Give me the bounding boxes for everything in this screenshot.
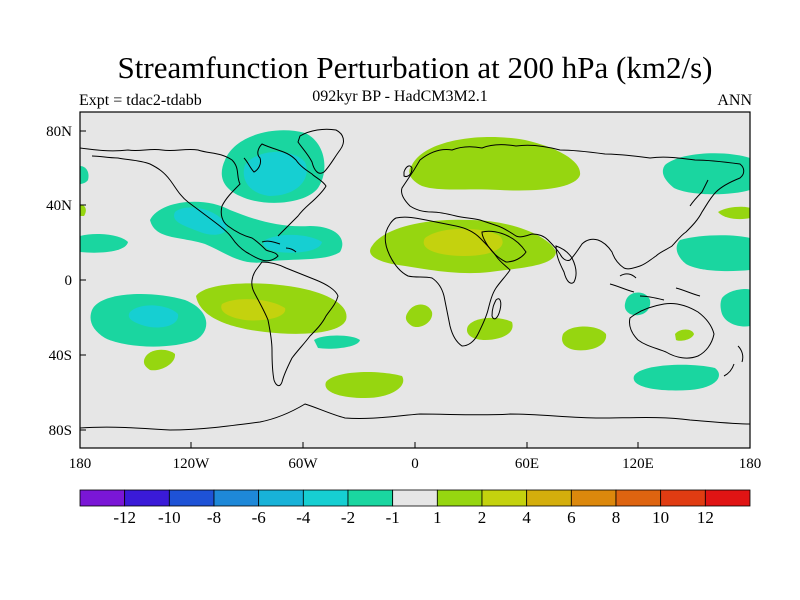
period-model-label: 092kyr BP - HadCM3M2.1 [312,88,488,105]
experiment-label: Expt = tdac2-tdabb [79,92,202,109]
contour-region [633,364,719,391]
x-label-180w: 180 [68,456,92,472]
contour-region [718,206,750,220]
x-label-120e: 120E [622,456,654,472]
colorbar-swatch [704,489,751,507]
colorbar-swatch [526,489,572,507]
colorbar-swatch [168,489,215,507]
coastline-madagascar [491,298,502,320]
colorbar-swatch [258,489,304,507]
colorbar-swatch [213,489,260,507]
colorbar-label: 8 [611,508,621,527]
contour-region [423,228,503,256]
contour-region [562,326,607,351]
coastline-eurasia [401,144,745,270]
colorbar-swatch [481,489,528,507]
x-label-60e: 60E [514,456,540,472]
x-label-120w: 120W [172,456,210,472]
colorbar-label: -6 [251,508,266,527]
colorbar [79,489,751,507]
y-label-0: 0 [64,273,73,289]
colorbar-swatch [347,489,394,507]
coastline-antarctica [80,403,750,431]
colorbar-label: -1 [385,508,400,527]
x-label-60w: 60W [288,456,318,472]
coastline-indonesia [609,273,701,301]
contour-region [314,335,360,349]
contour-region [128,305,179,328]
y-label-80s: 80S [48,423,72,439]
colorbar-label: 12 [696,508,714,527]
coastline-new-zealand [723,345,744,377]
colorbar-swatch [660,489,706,507]
coastline-india [555,245,577,284]
colorbar-label: -12 [113,508,136,527]
coastline-south-america [251,261,339,387]
colorbar-label: -10 [157,508,181,527]
colorbar-swatch [302,489,349,507]
y-label-80n: 80N [46,124,72,140]
plot-title: Streamfunction Perturbation at 200 hPa (… [117,50,713,85]
colorbar-label: -8 [206,508,222,527]
contour-region [80,166,89,184]
coastlines [80,128,750,431]
coastline-arabia [481,230,527,263]
coastline-caribbean [261,240,297,253]
contour-region [221,299,286,321]
colorbar-label: -4 [296,508,311,527]
season-label: ANN [717,92,752,109]
contour-region [80,234,128,253]
colorbar-swatch [570,489,617,507]
contour-region [174,207,227,235]
contour-region [405,304,433,328]
contour-region [675,329,694,341]
contour-region [676,235,750,272]
contour-region [263,234,322,253]
coastline-japan [689,179,709,207]
contour-region [466,317,513,340]
coastline-africa [384,216,511,347]
colorbar-swatch [124,489,170,507]
coastline-australia [629,303,715,359]
coastline-north-america [80,147,279,262]
axis-ticks [80,130,639,448]
contour-region [243,151,307,196]
colorbar-label: 2 [477,508,487,527]
contour-region [720,288,750,327]
colorbar-label: -2 [340,508,356,527]
colorbar-swatch [615,489,662,507]
y-label-40s: 40S [48,348,72,364]
coastline-uk [403,165,413,177]
x-label-0: 0 [411,456,419,472]
colorbar-label: 6 [567,508,576,527]
colorbar-swatch [392,489,438,507]
contour-region [325,372,404,398]
contour-region [662,153,750,195]
colorbar-swatch [436,489,483,507]
x-label-180e: 180 [738,456,762,472]
coastline-greenland [297,128,344,174]
coastline-north-america-east [243,143,327,237]
y-label-40n: 40N [46,198,72,214]
colorbar-label: 4 [522,508,531,527]
colorbar-label: 10 [652,508,670,527]
colorbar-label: 1 [433,508,442,527]
contour-region [143,349,176,371]
colorbar-swatch [79,489,126,507]
contour-region [80,204,86,216]
